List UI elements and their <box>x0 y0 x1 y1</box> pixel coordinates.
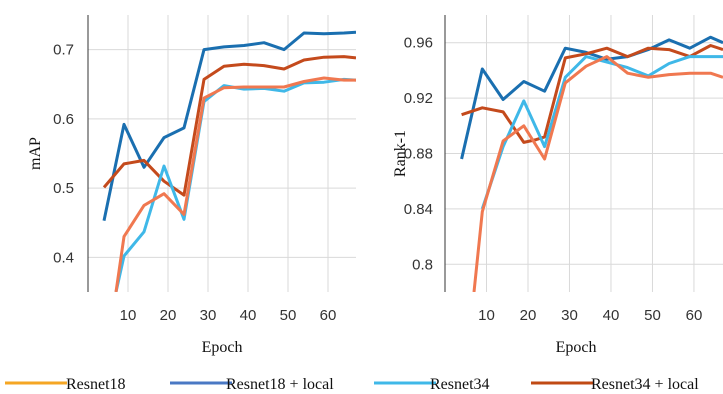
rank1-chart-panel: 0.8 0.84 0.88 0.92 0.96 10 20 30 40 50 60 Epoch Rank… <box>392 15 723 356</box>
y-tick-label: 0.5 <box>53 180 74 197</box>
series-line-resnet18 <box>114 76 356 292</box>
legend-label: Resnet18 + local <box>226 376 334 393</box>
legend: Resnet18 Resnet18 + local Resnet34 Resnet34… <box>5 376 699 393</box>
y-tick-label: 0.96 <box>404 35 433 52</box>
series-line-resnet34-local <box>461 44 723 144</box>
x-tick-label: 40 <box>603 307 620 324</box>
y-tick-label: 0.4 <box>53 249 74 266</box>
legend-label: Resnet34 + local <box>591 376 699 393</box>
x-tick-label: 60 <box>686 307 703 324</box>
x-tick-label: 10 <box>478 307 495 324</box>
x-tick-label: 20 <box>520 307 537 324</box>
series-line-resnet34 <box>480 55 723 210</box>
x-tick-label: 50 <box>644 307 661 324</box>
legend-label: Resnet34 <box>430 376 490 393</box>
series-line-resnet18-local <box>460 35 723 160</box>
legend-label: Resnet18 <box>66 376 126 393</box>
series-line-resnet18 <box>472 55 723 292</box>
y-tick-label: 0.88 <box>404 146 433 163</box>
series-line-resnet34 <box>114 77 356 292</box>
x-axis-label: Epoch <box>202 339 243 356</box>
y-axis-label: Rank-1 <box>392 130 409 177</box>
x-tick-label: 50 <box>280 307 297 324</box>
series-line-resnet34-local <box>102 55 356 197</box>
y-tick-label: 0.84 <box>404 201 433 218</box>
y-tick-label: 0.6 <box>53 111 74 128</box>
x-tick-label: 10 <box>120 307 137 324</box>
map-chart-panel: 0.4 0.5 0.6 0.7 10 20 30 40 50 60 Epoch mAP <box>27 15 356 356</box>
x-tick-label: 30 <box>561 307 578 324</box>
x-axis-label: Epoch <box>556 339 597 356</box>
x-tick-label: 20 <box>160 307 177 324</box>
x-tick-label: 30 <box>200 307 217 324</box>
series-line-resnet18-local <box>102 30 356 222</box>
y-tick-label: 0.7 <box>53 42 74 59</box>
y-tick-label: 0.92 <box>404 90 433 107</box>
y-axis-label: mAP <box>27 137 44 170</box>
x-tick-label: 40 <box>240 307 257 324</box>
x-tick-label: 60 <box>320 307 337 324</box>
y-tick-label: 0.8 <box>412 256 433 273</box>
